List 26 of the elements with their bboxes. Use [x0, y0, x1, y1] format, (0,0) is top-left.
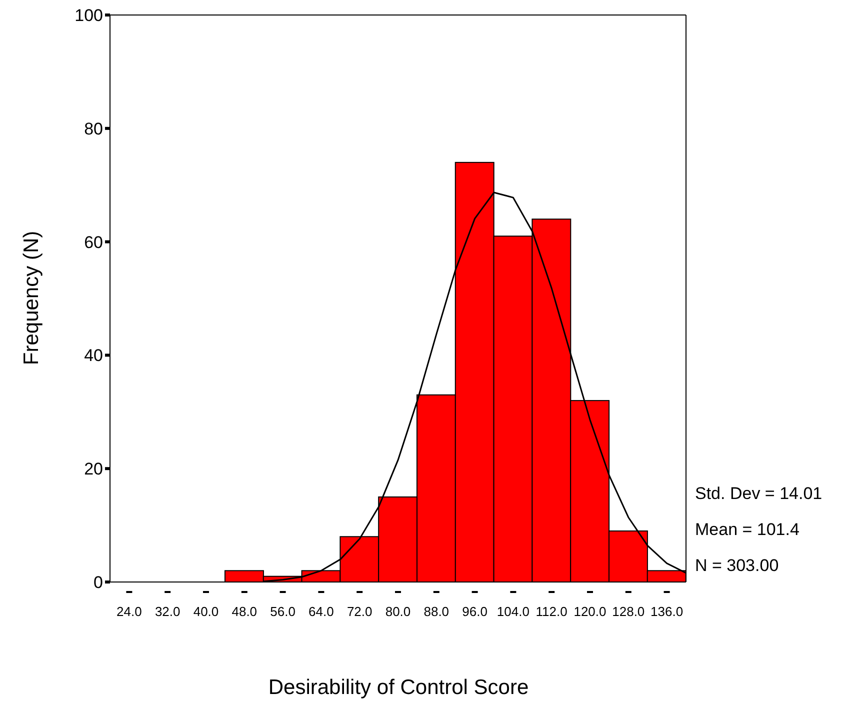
y-tick-label: 20 [84, 460, 103, 479]
x-tick-label: 128.0 [612, 604, 645, 619]
x-tick-label: 104.0 [496, 604, 530, 619]
y-tick-label: 0 [94, 573, 103, 592]
x-tick-label: 56.0 [270, 604, 296, 619]
text: Mean = 101.4 [695, 520, 800, 540]
x-tick-label: 40.0 [193, 604, 219, 619]
text: Std. Dev = 14.01 [695, 484, 822, 504]
x-tick-label: 64.0 [308, 604, 334, 619]
text: N = 303.00 [695, 556, 779, 576]
y-tick-label: 60 [84, 232, 103, 252]
x-tick-label: 72.0 [346, 604, 372, 619]
x-tick-label: 48.0 [232, 604, 258, 619]
x-axis-title: Desirability of Control Score [268, 676, 529, 700]
y-tick-label: 100 [74, 6, 103, 26]
x-tick-label: 136.0 [650, 604, 684, 619]
y-tick-label: 80 [84, 119, 103, 138]
x-tick-label: 120.0 [574, 604, 606, 619]
x-tick-label: 96.0 [462, 604, 488, 619]
x-tick-label: 88.0 [424, 604, 450, 619]
x-tick-label: 32.0 [154, 604, 180, 619]
y-axis-title: Frequency (N) [20, 230, 44, 366]
x-tick-label: 112.0 [536, 604, 568, 619]
x-tick-label: 24.0 [116, 604, 142, 619]
x-tick-label: 80.0 [385, 604, 411, 619]
y-tick-label: 40 [84, 346, 103, 366]
